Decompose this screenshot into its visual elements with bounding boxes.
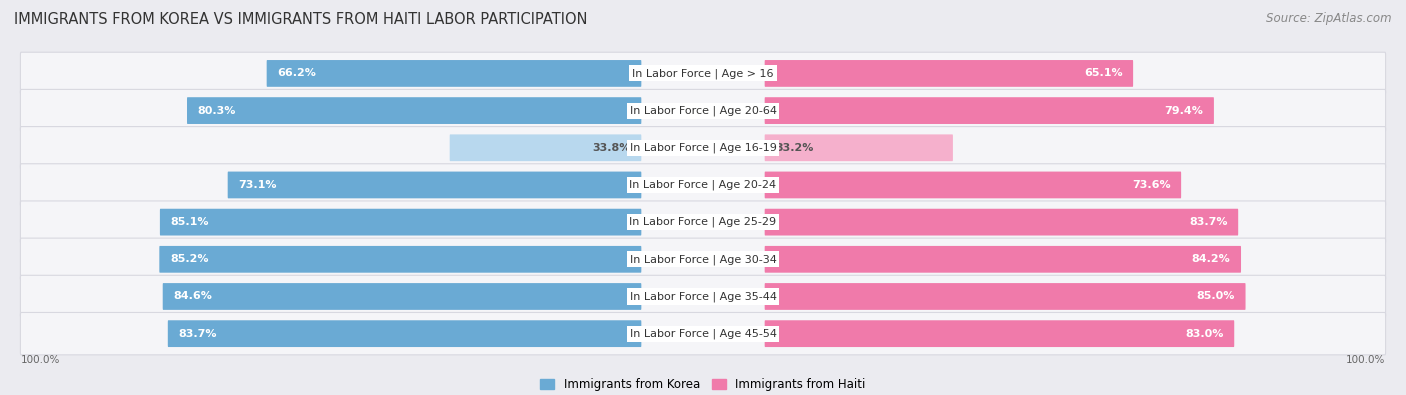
FancyBboxPatch shape [765,97,1213,124]
FancyBboxPatch shape [159,246,641,273]
Text: 100.0%: 100.0% [1346,356,1385,365]
FancyBboxPatch shape [228,171,641,198]
Text: IMMIGRANTS FROM KOREA VS IMMIGRANTS FROM HAITI LABOR PARTICIPATION: IMMIGRANTS FROM KOREA VS IMMIGRANTS FROM… [14,12,588,27]
Text: In Labor Force | Age 35-44: In Labor Force | Age 35-44 [630,291,776,302]
FancyBboxPatch shape [21,312,1385,355]
Text: 85.1%: 85.1% [170,217,209,227]
Legend: Immigrants from Korea, Immigrants from Haiti: Immigrants from Korea, Immigrants from H… [536,373,870,395]
FancyBboxPatch shape [21,126,1385,169]
FancyBboxPatch shape [160,209,641,235]
Text: In Labor Force | Age 20-64: In Labor Force | Age 20-64 [630,105,776,116]
Text: 100.0%: 100.0% [21,356,60,365]
Text: In Labor Force | Age 30-34: In Labor Force | Age 30-34 [630,254,776,265]
Text: 83.7%: 83.7% [179,329,217,339]
FancyBboxPatch shape [765,209,1239,235]
FancyBboxPatch shape [765,60,1133,87]
FancyBboxPatch shape [187,97,641,124]
FancyBboxPatch shape [21,164,1385,206]
FancyBboxPatch shape [267,60,641,87]
FancyBboxPatch shape [765,246,1241,273]
FancyBboxPatch shape [167,320,641,347]
FancyBboxPatch shape [21,275,1385,318]
Text: 66.2%: 66.2% [277,68,316,79]
Text: 79.4%: 79.4% [1164,105,1204,116]
FancyBboxPatch shape [765,320,1234,347]
FancyBboxPatch shape [21,89,1385,132]
Text: 33.8%: 33.8% [592,143,631,153]
Text: 83.0%: 83.0% [1185,329,1223,339]
Text: 33.2%: 33.2% [775,143,814,153]
FancyBboxPatch shape [163,283,641,310]
Text: 85.2%: 85.2% [170,254,208,264]
Text: 73.1%: 73.1% [239,180,277,190]
FancyBboxPatch shape [21,52,1385,95]
FancyBboxPatch shape [765,283,1246,310]
Text: In Labor Force | Age 25-29: In Labor Force | Age 25-29 [630,217,776,228]
Text: 65.1%: 65.1% [1084,68,1122,79]
FancyBboxPatch shape [765,171,1181,198]
Text: In Labor Force | Age 20-24: In Labor Force | Age 20-24 [630,180,776,190]
Text: 84.6%: 84.6% [173,292,212,301]
FancyBboxPatch shape [765,134,953,161]
FancyBboxPatch shape [21,201,1385,243]
Text: In Labor Force | Age 45-54: In Labor Force | Age 45-54 [630,328,776,339]
Text: Source: ZipAtlas.com: Source: ZipAtlas.com [1267,12,1392,25]
FancyBboxPatch shape [21,238,1385,280]
Text: 84.2%: 84.2% [1192,254,1230,264]
Text: In Labor Force | Age > 16: In Labor Force | Age > 16 [633,68,773,79]
FancyBboxPatch shape [450,134,641,161]
Text: 80.3%: 80.3% [198,105,236,116]
Text: In Labor Force | Age 16-19: In Labor Force | Age 16-19 [630,143,776,153]
Text: 85.0%: 85.0% [1197,292,1234,301]
Text: 73.6%: 73.6% [1132,180,1170,190]
Text: 83.7%: 83.7% [1189,217,1227,227]
